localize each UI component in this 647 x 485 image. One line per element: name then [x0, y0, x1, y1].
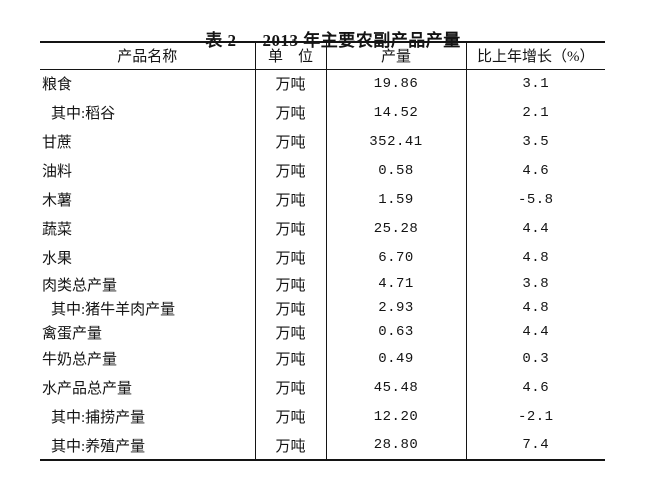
- unit-cell: 万吨: [254, 320, 326, 344]
- table-row: 水产品总产量 万吨 45.48 4.6: [40, 373, 605, 402]
- output-cell: 45.48: [325, 373, 466, 402]
- growth-cell: 4.6: [465, 156, 605, 185]
- growth-cell: 4.6: [465, 373, 605, 402]
- table-row: 油料 万吨 0.58 4.6: [40, 156, 605, 185]
- output-cell: 4.71: [325, 272, 466, 296]
- output-cell: 6.70: [325, 243, 466, 272]
- product-name-cell: 蔬菜: [42, 222, 73, 238]
- output-cell: 352.41: [325, 127, 466, 156]
- product-name-cell: 肉类总产量: [42, 277, 118, 294]
- growth-cell: 3.1: [465, 69, 605, 98]
- header-row: 产品名称 单 位 产量 比上年增长（%）: [40, 42, 605, 70]
- products-table: 产品名称 单 位 产量 比上年增长（%） 粮食 万吨 19.86 3.1 其中:稻谷 万吨…: [40, 41, 605, 461]
- output-cell: 2.93: [325, 296, 466, 320]
- table-row: 其中:稻谷 万吨 14.52 2.1: [40, 98, 605, 127]
- unit-cell: 万吨: [254, 156, 326, 185]
- unit-cell: 万吨: [254, 272, 326, 296]
- product-name-cell: 木薯: [42, 193, 73, 209]
- product-name-cell: 其中:稻谷: [51, 106, 116, 122]
- column-header-growth: 比上年增长（%）: [465, 42, 605, 70]
- unit-cell: 万吨: [254, 373, 326, 402]
- product-name-cell: 其中:养殖产量: [51, 438, 146, 455]
- output-cell: 19.86: [325, 69, 466, 98]
- table-row: 甘蔗 万吨 352.41 3.5: [40, 127, 605, 156]
- table-row: 其中:养殖产量 万吨 28.80 7.4: [40, 431, 605, 460]
- unit-cell: 万吨: [254, 431, 326, 460]
- product-name-cell: 甘蔗: [42, 135, 73, 151]
- growth-cell: 4.8: [465, 296, 605, 320]
- product-name-cell: 牛奶总产量: [42, 352, 118, 368]
- table-row: 其中:捕捞产量 万吨 12.20 -2.1: [40, 402, 605, 431]
- output-cell: 25.28: [325, 214, 466, 243]
- growth-cell: 3.5: [465, 127, 605, 156]
- growth-cell: 4.4: [465, 320, 605, 344]
- output-cell: 28.80: [325, 431, 466, 460]
- table-row: 木薯 万吨 1.59 -5.8: [40, 185, 605, 214]
- product-name-cell: 禽蛋产量: [42, 325, 103, 342]
- table-row: 粮食 万吨 19.86 3.1: [40, 69, 605, 98]
- table-row: 牛奶总产量 万吨 0.49 0.3: [40, 344, 605, 373]
- growth-cell: 2.1: [465, 98, 605, 127]
- unit-cell: 万吨: [254, 296, 326, 320]
- output-cell: 14.52: [325, 98, 466, 127]
- column-header-product-name: 产品名称: [40, 42, 255, 70]
- unit-cell: 万吨: [254, 243, 326, 272]
- unit-cell: 万吨: [254, 402, 326, 431]
- output-cell: 0.63: [325, 320, 466, 344]
- growth-cell: 0.3: [465, 344, 605, 373]
- unit-cell: 万吨: [254, 98, 326, 127]
- unit-cell: 万吨: [254, 214, 326, 243]
- product-name-cell: 油料: [42, 164, 73, 180]
- unit-cell: 万吨: [254, 127, 326, 156]
- column-header-unit: 单 位: [254, 42, 326, 70]
- growth-cell: -2.1: [465, 402, 605, 431]
- table-row: 其中:猪牛羊肉产量 万吨 2.93 4.8: [40, 296, 605, 320]
- product-name-cell: 水产品总产量: [42, 381, 133, 397]
- unit-cell: 万吨: [254, 344, 326, 373]
- growth-cell: 7.4: [465, 431, 605, 460]
- growth-cell: -5.8: [465, 185, 605, 214]
- growth-cell: 4.4: [465, 214, 605, 243]
- table-row: 禽蛋产量 万吨 0.63 4.4: [40, 320, 605, 344]
- growth-cell: 4.8: [465, 243, 605, 272]
- table-row: 蔬菜 万吨 25.28 4.4: [40, 214, 605, 243]
- product-name-cell: 水果: [42, 251, 73, 267]
- product-name-cell: 粮食: [42, 77, 73, 94]
- output-cell: 0.49: [325, 344, 466, 373]
- table-row: 肉类总产量 万吨 4.71 3.8: [40, 272, 605, 296]
- product-name-cell: 其中:猪牛羊肉产量: [51, 301, 176, 318]
- product-name-cell: 其中:捕捞产量: [51, 410, 146, 426]
- output-cell: 0.58: [325, 156, 466, 185]
- output-cell: 1.59: [325, 185, 466, 214]
- products-table-body: 粮食 万吨 19.86 3.1 其中:稻谷 万吨 14.52 2.1 甘蔗 万吨 352.41 3.5…: [40, 69, 605, 460]
- growth-cell: 3.8: [465, 272, 605, 296]
- output-cell: 12.20: [325, 402, 466, 431]
- column-header-output: 产量: [325, 42, 466, 70]
- unit-cell: 万吨: [254, 185, 326, 214]
- table-row: 水果 万吨 6.70 4.8: [40, 243, 605, 272]
- unit-cell: 万吨: [254, 69, 326, 98]
